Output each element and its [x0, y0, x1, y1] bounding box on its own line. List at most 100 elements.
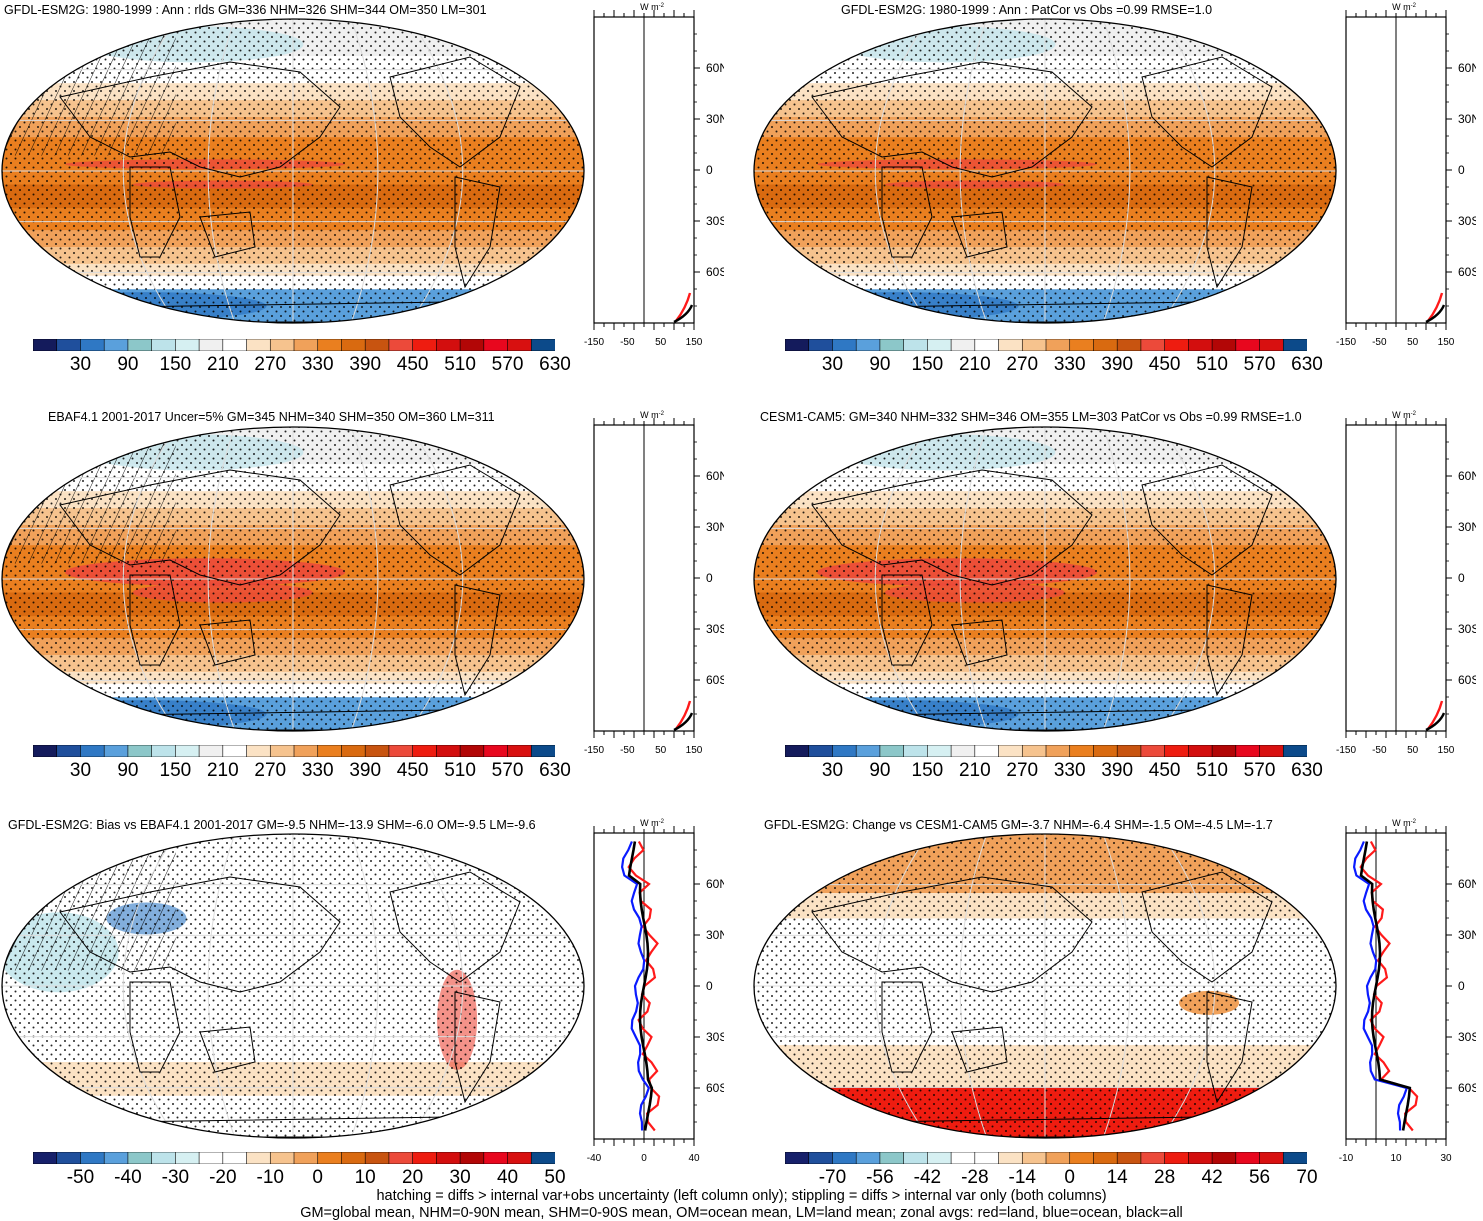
colorbar-tick-label: 150: [159, 354, 192, 375]
colorbar-tick-label: 30: [69, 354, 92, 375]
colorbar-tick-label: -10: [256, 1167, 284, 1188]
colorbar-tick-label: 510: [444, 760, 476, 781]
panel-5-title: GFDL-ESM2G: Bias vs EBAF4.1 2001-2017 GM…: [8, 818, 536, 832]
panel-6-colorbar: [785, 1152, 1307, 1164]
lat-tick-label: 30N: [706, 112, 724, 126]
zonal-axes: W m-2 60N 30N 0 30S 60S -150 -50 50 150: [1336, 2, 1476, 348]
zonal-tick-label: -50: [620, 337, 635, 348]
panel-3-map: [0, 425, 586, 733]
colorbar-tick-label: 42: [1201, 1167, 1223, 1188]
colorbar-tick-label: 90: [869, 354, 891, 375]
lat-tick-label: 60S: [1458, 265, 1476, 279]
lat-tick-label: 60N: [1458, 877, 1476, 891]
lat-tick-label: 0: [706, 571, 713, 585]
zonal-tick-label: -150: [1336, 337, 1356, 348]
colorbar-tick-label: 570: [491, 760, 524, 781]
colorbar-tick-label: 90: [117, 354, 139, 375]
zonal-tick-label: -150: [584, 337, 604, 348]
colorbar-tick-label: 630: [539, 354, 571, 375]
colorbar-tick-label: 510: [444, 354, 476, 375]
zonal-axes: W m-2 60N 30N 0 30S 60S -150 -50 50 150: [584, 2, 724, 348]
colorbar-tick-label: 90: [117, 760, 139, 781]
lat-tick-label: 60S: [1458, 673, 1476, 687]
colorbar-tick-label: -70: [818, 1167, 847, 1188]
lat-tick-label: 60S: [706, 265, 724, 279]
panel-6-map: [752, 832, 1338, 1140]
colorbar-tick-label: -50: [66, 1167, 95, 1188]
lat-tick-label: 60S: [1458, 1081, 1476, 1095]
lat-tick-label: 0: [1458, 571, 1465, 585]
colorbar-tick-label: 90: [869, 760, 891, 781]
colorbar-tick-label: 570: [1243, 354, 1276, 375]
zonal-tick-label: 150: [1438, 745, 1455, 756]
all-zonal-line: [673, 304, 694, 324]
colorbar-tick-label: 56: [1248, 1167, 1271, 1188]
zonal-tick-label: 50: [655, 745, 667, 756]
colorbar-tick-label: 30: [449, 1167, 471, 1188]
footnote-legend: GM=global mean, NHM=0-90N mean, SHM=0-90…: [300, 1205, 1183, 1221]
zonal-tick-label: 10: [1390, 1153, 1402, 1164]
zonal-tick-label: 150: [686, 745, 703, 756]
colorbar-tick-label: -56: [866, 1167, 894, 1188]
lat-tick-label: 30N: [706, 928, 724, 942]
panel-5-zonal-profile: W m-2 60N 30N 0 30S 60S -40 0 40: [574, 816, 724, 1166]
colorbar-tick-label: 630: [539, 760, 571, 781]
zonal-units-label: W m-2: [640, 818, 664, 828]
colorbar-tick-label: 28: [1154, 1167, 1176, 1188]
colorbar-tick-label: 390: [349, 354, 382, 375]
lat-tick-label: 60N: [1458, 469, 1476, 483]
colorbar-tick-label: 20: [402, 1167, 424, 1188]
colorbar-tick-label: 210: [206, 354, 239, 375]
colorbar-tick-label: 270: [1006, 354, 1039, 375]
colorbar-tick-label: 450: [1148, 354, 1181, 375]
colorbar-tick-label: 510: [1196, 354, 1228, 375]
lat-tick-label: 0: [706, 979, 713, 993]
panel-4-zonal-profile: W m-2 60N 30N 0 30S 60S -150 -50 50 150: [1326, 408, 1476, 758]
colorbar-tick-label: 330: [301, 354, 334, 375]
colorbar-tick-label: -14: [1008, 1167, 1036, 1188]
colorbar-tick-label: 570: [491, 354, 524, 375]
lat-tick-label: 30N: [706, 520, 724, 534]
colorbar-tick-label: 570: [1243, 760, 1276, 781]
zonal-units-label: W m-2: [1392, 410, 1416, 420]
colorbar-tick-label: 210: [958, 760, 991, 781]
all-zonal-line: [673, 712, 694, 732]
zonal-tick-label: 40: [688, 1153, 700, 1164]
colorbar-tick-label: 270: [254, 760, 287, 781]
colorbar-tick-label: 30: [821, 760, 844, 781]
lat-tick-label: 30N: [1458, 112, 1476, 126]
zonal-axes: W m-2 60N 30N 0 30S 60S -40 0 40: [587, 818, 724, 1164]
panel-3-colorbar: [33, 745, 555, 757]
colorbar-tick-label: 330: [1053, 354, 1086, 375]
lat-tick-label: 60N: [706, 877, 724, 891]
panel-2-map: [752, 17, 1338, 325]
lat-tick-label: 60N: [706, 61, 724, 75]
all-zonal-line: [1425, 304, 1446, 324]
lat-tick-label: 60N: [706, 469, 724, 483]
lat-tick-label: 60S: [706, 673, 724, 687]
panel-4-map: [752, 425, 1338, 733]
colorbar-tick-label: -28: [961, 1167, 989, 1188]
zonal-tick-label: -50: [620, 745, 635, 756]
lat-tick-label: 30S: [1458, 622, 1476, 636]
lat-tick-label: 30S: [706, 622, 724, 636]
lat-tick-label: 60N: [1458, 61, 1476, 75]
colorbar-tick-label: 70: [1296, 1167, 1318, 1188]
zonal-axes: W m-2 60N 30N 0 30S 60S -150 -50 50 150: [584, 410, 724, 756]
lat-tick-label: 30N: [1458, 928, 1476, 942]
lat-tick-label: 30S: [1458, 1030, 1476, 1044]
colorbar-tick-label: 30: [821, 354, 844, 375]
lat-tick-label: 60S: [706, 1081, 724, 1095]
colorbar-tick-label: 450: [396, 760, 429, 781]
panel-6-title: GFDL-ESM2G: Change vs CESM1-CAM5 GM=-3.7…: [764, 818, 1273, 832]
colorbar-tick-label: 390: [1101, 760, 1134, 781]
colorbar-tick-label: -40: [114, 1167, 142, 1188]
colorbar-tick-label: 450: [1148, 760, 1181, 781]
lat-tick-label: 0: [706, 163, 713, 177]
colorbar-tick-label: 150: [911, 760, 944, 781]
colorbar-tick-label: 330: [1053, 760, 1086, 781]
panel-5-map: [0, 832, 586, 1140]
ocean-zonal-line: [620, 841, 651, 1131]
lat-tick-label: 30N: [1458, 520, 1476, 534]
all-zonal-line: [1425, 712, 1446, 732]
